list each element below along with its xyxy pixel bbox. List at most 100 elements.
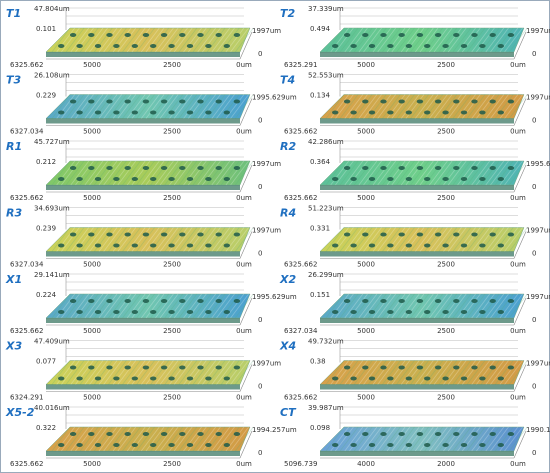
hole: [150, 177, 157, 181]
texture: [391, 360, 411, 385]
texture: [344, 360, 364, 385]
texture: [155, 293, 174, 319]
texture: [84, 360, 104, 385]
hole: [416, 432, 424, 436]
texture: [353, 360, 373, 385]
x-tick-label: 0um: [510, 128, 526, 136]
hole: [471, 432, 478, 436]
texture: [155, 360, 174, 385]
texture: [70, 27, 90, 53]
texture: [89, 227, 108, 252]
texture: [396, 426, 415, 452]
texture: [414, 360, 434, 385]
surface-side: [46, 451, 240, 456]
hole: [106, 299, 113, 303]
texture: [192, 160, 212, 186]
hole: [168, 376, 175, 381]
texture: [508, 94, 528, 119]
hole: [106, 99, 113, 104]
texture: [490, 426, 509, 452]
texture: [51, 426, 71, 452]
panel: X4 49.732um 0.38 1997um 0 6325.662 5000 2500 0um: [279, 338, 550, 402]
hole: [215, 365, 222, 370]
hole: [362, 432, 369, 436]
texture: [344, 293, 364, 319]
texture: [70, 160, 90, 186]
texture: [457, 160, 476, 186]
texture: [367, 360, 387, 385]
texture: [485, 160, 505, 186]
panel: T4 52.553um 0.134 1997um 0 6325.662 5000 2500 0u…: [280, 72, 550, 136]
x-tick-label: 0um: [236, 261, 252, 269]
hole: [113, 310, 120, 314]
texture: [136, 293, 155, 319]
texture: [131, 94, 151, 119]
hole: [179, 33, 186, 37]
hole: [332, 310, 339, 314]
texture: [61, 227, 80, 252]
hole: [168, 243, 175, 248]
panel-label: X1: [5, 273, 22, 286]
texture: [140, 160, 160, 186]
texture: [202, 426, 221, 452]
texture: [164, 94, 184, 119]
texture: [183, 160, 202, 186]
hole: [69, 432, 77, 436]
x-tick-label: 2500: [163, 394, 181, 402]
hole: [131, 310, 138, 314]
texture: [386, 160, 406, 186]
texture: [89, 360, 108, 385]
x-tick-label: 2500: [163, 327, 181, 335]
panel: R4 51.223um 0.331 1997um 0 6325.662 5000 2500 0u…: [280, 205, 550, 269]
texture: [89, 94, 108, 119]
hole: [387, 243, 394, 248]
texture: [211, 426, 231, 452]
hole: [88, 99, 95, 104]
texture: [499, 94, 519, 119]
z-min: 0.098: [310, 424, 330, 432]
texture: [183, 227, 202, 252]
texture: [504, 160, 523, 186]
texture: [98, 160, 118, 186]
texture: [504, 293, 523, 319]
texture: [367, 426, 387, 452]
hole: [215, 232, 222, 237]
z-min: 0.151: [310, 291, 330, 299]
x-tick-label: 5000: [83, 128, 101, 136]
texture: [419, 160, 439, 186]
texture: [145, 227, 165, 252]
hole: [88, 299, 95, 303]
texture: [386, 360, 406, 385]
texture: [499, 293, 519, 319]
hole: [186, 310, 194, 314]
x-tick-label: 5000: [357, 327, 375, 335]
hole: [332, 110, 339, 115]
texture: [211, 360, 231, 385]
texture: [452, 227, 472, 252]
hole: [94, 376, 102, 381]
texture: [136, 27, 155, 53]
texture: [70, 94, 90, 119]
texture: [466, 360, 486, 385]
texture: [476, 94, 495, 119]
texture: [93, 160, 113, 186]
z-min: 0.364: [310, 158, 331, 166]
hole: [362, 33, 369, 37]
hole: [479, 310, 486, 314]
texture: [155, 94, 174, 119]
hole: [434, 166, 442, 170]
texture: [216, 426, 235, 452]
texture: [466, 27, 486, 53]
hole: [58, 310, 65, 314]
texture: [75, 27, 94, 53]
texture: [330, 293, 350, 319]
x-tick-label: 0um: [236, 327, 252, 335]
texture: [433, 227, 453, 252]
texture: [400, 94, 420, 119]
panel-label: CT: [280, 406, 297, 419]
texture: [206, 293, 226, 319]
hole: [424, 376, 431, 381]
z-max: 37.339um: [308, 5, 344, 13]
x-tick-label: 2500: [163, 128, 181, 136]
hole: [142, 432, 150, 436]
